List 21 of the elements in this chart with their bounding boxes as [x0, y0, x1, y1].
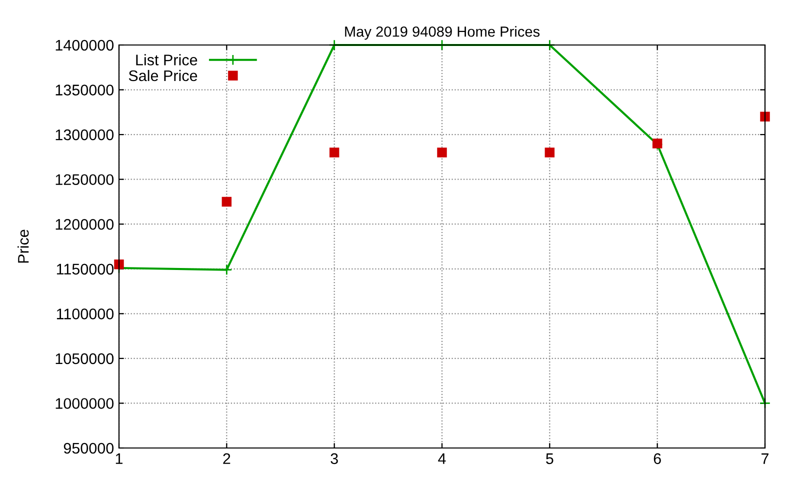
x-tick-label: 5 — [546, 453, 554, 464]
y-tick-label: 1050000 — [56, 353, 114, 364]
x-tick-label: 2 — [223, 453, 230, 464]
legend-label: Sale Price — [128, 70, 198, 82]
y-axis-title: Price — [18, 230, 29, 263]
x-tick-label: 7 — [762, 453, 768, 464]
y-tick-label: 1200000 — [56, 218, 114, 230]
chart-title: May 2019 94089 Home Prices — [345, 26, 540, 40]
legend-label: List Price — [136, 54, 198, 66]
x-tick-label: 6 — [654, 453, 661, 464]
x-tick-label: 1 — [116, 453, 123, 464]
x-tick-label: 4 — [438, 453, 446, 464]
y-tick-label: 1000000 — [56, 398, 114, 409]
y-tick-label: 1400000 — [56, 40, 114, 51]
y-tick-label: 1250000 — [56, 174, 114, 186]
y-tick-label: 950000 — [64, 442, 114, 454]
y-tick-label: 1350000 — [56, 84, 114, 96]
y-tick-label: 1150000 — [56, 264, 114, 275]
y-tick-label: 1100000 — [56, 308, 114, 320]
y-tick-label: 1300000 — [56, 129, 114, 140]
x-tick-label: 3 — [330, 453, 338, 464]
